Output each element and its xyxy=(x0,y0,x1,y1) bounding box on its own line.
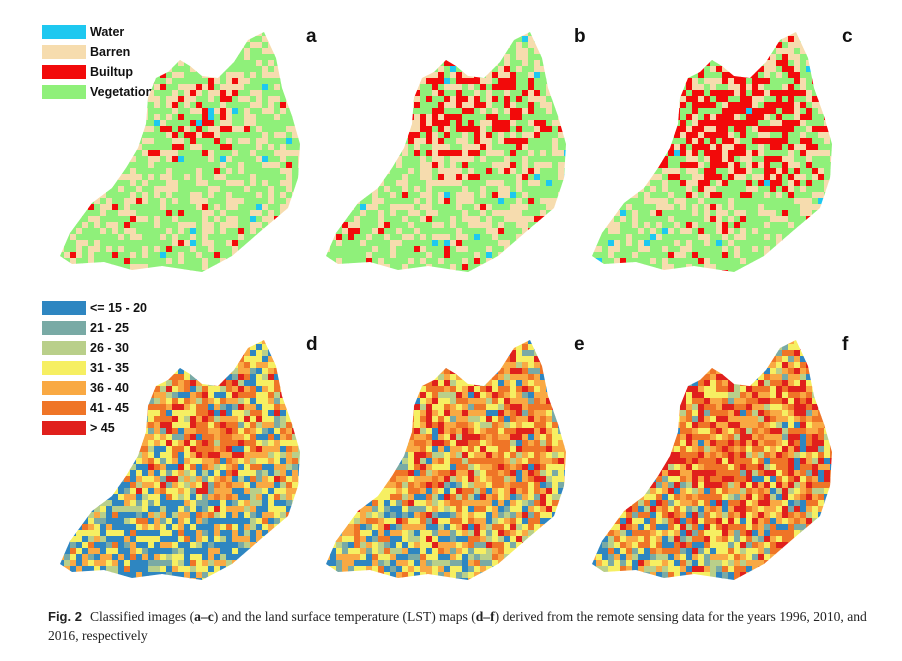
panel-label-d: d xyxy=(306,334,318,355)
figure-2: Water Barren Builtup Vegetation <= 15 - … xyxy=(42,18,853,588)
legend-item-barren: Barren xyxy=(42,42,153,62)
legend-item-lst-3: 26 - 30 xyxy=(42,338,147,358)
figure-number: Fig. 2 xyxy=(48,609,82,624)
legend-swatch xyxy=(42,361,86,375)
legend-swatch xyxy=(42,85,86,99)
figure-caption: Fig. 2 Classified images (a–c) and the la… xyxy=(48,607,868,645)
legend-label: Vegetation xyxy=(90,85,154,99)
caption-ref-d-f: d–f xyxy=(475,609,495,624)
legend-swatch xyxy=(42,421,86,435)
legend-item-vegetation: Vegetation xyxy=(42,82,153,102)
legend-label: Builtup xyxy=(90,65,134,79)
caption-ref-a-c: a–c xyxy=(194,609,214,624)
caption-text-3: ) derived from the remote sensing data f… xyxy=(48,609,867,643)
legend-label: Water xyxy=(90,25,125,39)
map-panel-b xyxy=(318,18,568,280)
panel-label-e: e xyxy=(574,334,585,355)
legend-label: Barren xyxy=(90,45,131,59)
legend-item-lst-5: 36 - 40 xyxy=(42,378,147,398)
legend-label: 41 - 45 xyxy=(90,401,129,415)
caption-text-1: Classified images ( xyxy=(89,609,195,624)
map-panel-a xyxy=(52,18,302,280)
lst-legend: <= 15 - 20 21 - 25 26 - 30 31 - 35 36 - … xyxy=(42,298,147,438)
legend-label: 31 - 35 xyxy=(90,361,129,375)
panel-label-b: b xyxy=(574,26,586,47)
legend-item-builtup: Builtup xyxy=(42,62,153,82)
legend-swatch xyxy=(42,401,86,415)
legend-item-lst-6: 41 - 45 xyxy=(42,398,147,418)
legend-item-lst-2: 21 - 25 xyxy=(42,318,147,338)
map-panel-c xyxy=(584,18,834,280)
legend-label: > 45 xyxy=(90,421,115,435)
landcover-legend: Water Barren Builtup Vegetation xyxy=(42,22,153,102)
panel-label-f: f xyxy=(842,334,849,355)
panel-label-a: a xyxy=(306,26,317,47)
legend-item-lst-7: > 45 xyxy=(42,418,147,438)
panel-label-c: c xyxy=(842,26,853,47)
legend-label: 21 - 25 xyxy=(90,321,129,335)
legend-swatch xyxy=(42,341,86,355)
legend-label: 26 - 30 xyxy=(90,341,129,355)
legend-swatch xyxy=(42,381,86,395)
legend-swatch xyxy=(42,25,86,39)
legend-swatch xyxy=(42,301,86,315)
legend-item-lst-4: 31 - 35 xyxy=(42,358,147,378)
legend-label: 36 - 40 xyxy=(90,381,129,395)
legend-item-water: Water xyxy=(42,22,153,42)
map-panel-f xyxy=(584,326,834,588)
legend-swatch xyxy=(42,45,86,59)
legend-swatch xyxy=(42,321,86,335)
legend-label: <= 15 - 20 xyxy=(90,301,147,315)
legend-item-lst-1: <= 15 - 20 xyxy=(42,298,147,318)
legend-swatch xyxy=(42,65,86,79)
caption-text-2: ) and the land surface temperature (LST)… xyxy=(213,609,476,624)
map-panel-e xyxy=(318,326,568,588)
map-panel-d xyxy=(52,326,302,588)
